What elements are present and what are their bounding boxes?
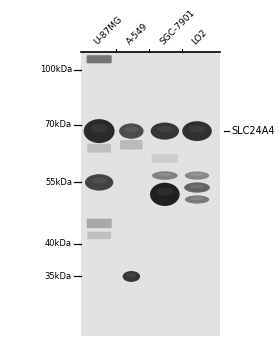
Ellipse shape	[158, 173, 172, 176]
Ellipse shape	[152, 171, 178, 180]
FancyBboxPatch shape	[87, 232, 111, 239]
Text: 70kDa: 70kDa	[45, 120, 72, 130]
Text: A-549: A-549	[125, 22, 150, 47]
FancyBboxPatch shape	[120, 140, 143, 149]
Text: 100kDa: 100kDa	[40, 65, 72, 74]
Ellipse shape	[84, 119, 115, 143]
Ellipse shape	[91, 124, 108, 132]
Ellipse shape	[127, 273, 136, 277]
Ellipse shape	[157, 188, 173, 196]
Text: 40kDa: 40kDa	[45, 239, 72, 248]
FancyBboxPatch shape	[87, 144, 111, 153]
FancyBboxPatch shape	[87, 219, 112, 228]
Ellipse shape	[185, 172, 209, 180]
Text: 55kDa: 55kDa	[45, 178, 72, 187]
Ellipse shape	[185, 195, 209, 204]
FancyBboxPatch shape	[87, 55, 112, 63]
Ellipse shape	[85, 174, 113, 191]
Ellipse shape	[122, 271, 140, 282]
Ellipse shape	[189, 125, 205, 132]
Ellipse shape	[182, 121, 212, 141]
Bar	[81, 52, 220, 336]
Text: U-87MG: U-87MG	[93, 15, 125, 47]
Ellipse shape	[190, 197, 204, 200]
Text: 35kDa: 35kDa	[45, 272, 72, 281]
Ellipse shape	[91, 177, 107, 183]
Ellipse shape	[151, 122, 179, 140]
Ellipse shape	[190, 184, 204, 188]
Ellipse shape	[119, 124, 144, 139]
Text: SLC24A4: SLC24A4	[231, 126, 275, 136]
Ellipse shape	[157, 126, 173, 132]
FancyBboxPatch shape	[152, 154, 178, 163]
Ellipse shape	[190, 173, 204, 176]
Text: LO2: LO2	[191, 28, 209, 47]
Ellipse shape	[125, 127, 138, 132]
Text: SGC-7901: SGC-7901	[158, 8, 197, 47]
Ellipse shape	[184, 182, 210, 192]
Ellipse shape	[150, 183, 180, 206]
